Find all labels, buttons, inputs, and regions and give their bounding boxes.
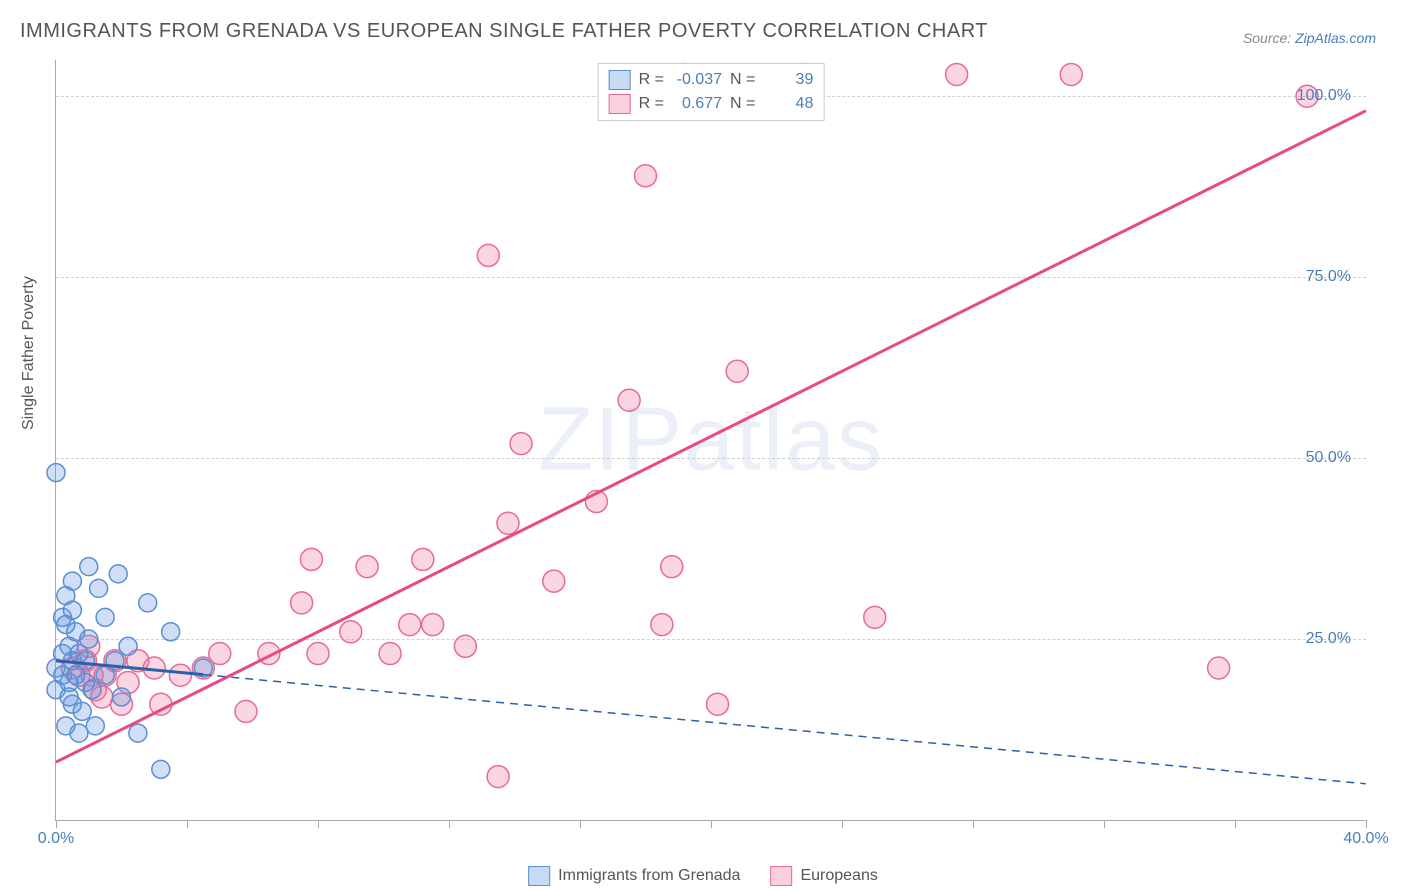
europeans-point bbox=[150, 693, 172, 715]
correlation-legend: R = -0.037 N = 39 R = 0.677 N = 48 bbox=[598, 63, 825, 121]
legend-row-grenada: R = -0.037 N = 39 bbox=[609, 68, 814, 92]
europeans-point bbox=[356, 556, 378, 578]
x-tick-max: 40.0% bbox=[1343, 830, 1388, 848]
europeans-point bbox=[340, 621, 362, 643]
y-tick-label: 25.0% bbox=[1306, 630, 1351, 648]
grenada-point bbox=[47, 464, 65, 482]
europeans-point bbox=[497, 512, 519, 534]
r-value: 0.677 bbox=[672, 95, 722, 113]
grenada-point bbox=[63, 572, 81, 590]
grenada-point bbox=[152, 760, 170, 778]
x-tick-min: 0.0% bbox=[38, 830, 74, 848]
europeans-point bbox=[946, 63, 968, 85]
series-legend: Immigrants from Grenada Europeans bbox=[528, 866, 878, 886]
europeans-point bbox=[477, 244, 499, 266]
europeans-point bbox=[864, 606, 886, 628]
n-value: 48 bbox=[763, 95, 813, 113]
grenada-point bbox=[139, 594, 157, 612]
europeans-point bbox=[726, 360, 748, 382]
y-tick-label: 100.0% bbox=[1297, 87, 1351, 105]
grenada-point bbox=[80, 630, 98, 648]
r-label: R = bbox=[639, 95, 664, 113]
source-link[interactable]: ZipAtlas.com bbox=[1295, 30, 1376, 46]
n-label: N = bbox=[730, 71, 755, 89]
y-tick-label: 50.0% bbox=[1306, 449, 1351, 467]
grenada-regression-extrapolation bbox=[203, 675, 1366, 784]
grenada-point bbox=[109, 565, 127, 583]
grenada-point bbox=[70, 724, 88, 742]
legend-item-europeans: Europeans bbox=[770, 866, 877, 886]
europeans-regression-line bbox=[56, 111, 1366, 762]
europeans-point bbox=[651, 614, 673, 636]
europeans-point bbox=[412, 548, 434, 570]
grenada-point bbox=[90, 579, 108, 597]
source-attribution: Source: ZipAtlas.com bbox=[1243, 30, 1376, 46]
legend-label: Immigrants from Grenada bbox=[558, 867, 740, 885]
europeans-point bbox=[1208, 657, 1230, 679]
europeans-point bbox=[300, 548, 322, 570]
europeans-point bbox=[510, 433, 532, 455]
europeans-point bbox=[661, 556, 683, 578]
grenada-point bbox=[162, 623, 180, 641]
grenada-point bbox=[119, 637, 137, 655]
legend-row-europeans: R = 0.677 N = 48 bbox=[609, 92, 814, 116]
grenada-point bbox=[83, 681, 101, 699]
europeans-point bbox=[399, 614, 421, 636]
y-axis-label: Single Father Poverty bbox=[20, 276, 38, 430]
swatch-icon bbox=[609, 70, 631, 90]
legend-label: Europeans bbox=[800, 867, 877, 885]
europeans-point bbox=[379, 643, 401, 665]
europeans-point bbox=[307, 643, 329, 665]
n-value: 39 bbox=[763, 71, 813, 89]
europeans-point bbox=[635, 165, 657, 187]
europeans-point bbox=[707, 693, 729, 715]
grenada-point bbox=[113, 688, 131, 706]
swatch-icon bbox=[770, 866, 792, 886]
chart-container: IMMIGRANTS FROM GRENADA VS EUROPEAN SING… bbox=[0, 0, 1406, 892]
grenada-point bbox=[76, 652, 94, 670]
europeans-point bbox=[422, 614, 444, 636]
scatter-plot-svg bbox=[56, 60, 1366, 820]
r-label: R = bbox=[639, 71, 664, 89]
europeans-point bbox=[454, 635, 476, 657]
chart-plot-area: ZIPatlas R = -0.037 N = 39 R = 0.677 N =… bbox=[55, 60, 1366, 821]
legend-item-grenada: Immigrants from Grenada bbox=[528, 866, 740, 886]
y-tick-label: 75.0% bbox=[1306, 268, 1351, 286]
grenada-point bbox=[129, 724, 147, 742]
grenada-point bbox=[73, 702, 91, 720]
grenada-point bbox=[96, 608, 114, 626]
source-prefix: Source: bbox=[1243, 30, 1295, 46]
europeans-point bbox=[543, 570, 565, 592]
r-value: -0.037 bbox=[672, 71, 722, 89]
grenada-point bbox=[63, 601, 81, 619]
swatch-icon bbox=[609, 94, 631, 114]
europeans-point bbox=[618, 389, 640, 411]
europeans-point bbox=[487, 766, 509, 788]
europeans-point bbox=[1060, 63, 1082, 85]
grenada-point bbox=[80, 558, 98, 576]
chart-title: IMMIGRANTS FROM GRENADA VS EUROPEAN SING… bbox=[20, 20, 988, 43]
n-label: N = bbox=[730, 95, 755, 113]
grenada-point bbox=[86, 717, 104, 735]
swatch-icon bbox=[528, 866, 550, 886]
europeans-point bbox=[169, 664, 191, 686]
europeans-point bbox=[235, 700, 257, 722]
europeans-point bbox=[291, 592, 313, 614]
europeans-point bbox=[209, 643, 231, 665]
